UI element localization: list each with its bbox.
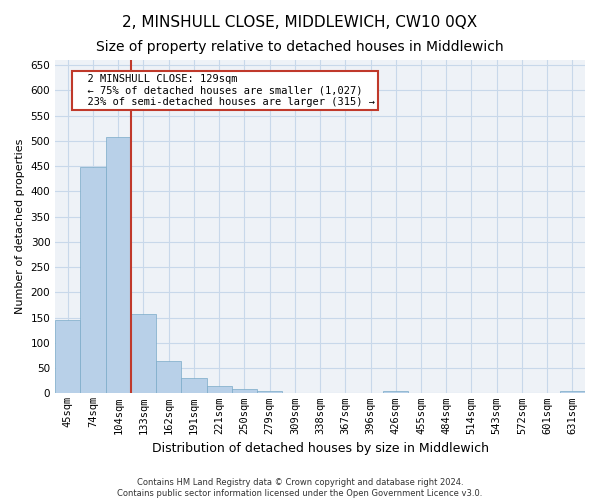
Bar: [181, 378, 206, 394]
Bar: [55, 320, 80, 394]
Bar: [232, 389, 257, 394]
Bar: [560, 391, 585, 394]
Text: 2 MINSHULL CLOSE: 129sqm
  ← 75% of detached houses are smaller (1,027)
  23% of: 2 MINSHULL CLOSE: 129sqm ← 75% of detach…: [76, 74, 376, 108]
Text: 2, MINSHULL CLOSE, MIDDLEWICH, CW10 0QX: 2, MINSHULL CLOSE, MIDDLEWICH, CW10 0QX: [122, 15, 478, 30]
Text: Contains HM Land Registry data © Crown copyright and database right 2024.
Contai: Contains HM Land Registry data © Crown c…: [118, 478, 482, 498]
Text: Size of property relative to detached houses in Middlewich: Size of property relative to detached ho…: [96, 40, 504, 54]
Bar: [80, 167, 106, 394]
Y-axis label: Number of detached properties: Number of detached properties: [15, 139, 25, 314]
Bar: [131, 314, 156, 394]
Bar: [206, 386, 232, 394]
Bar: [257, 391, 282, 394]
X-axis label: Distribution of detached houses by size in Middlewich: Distribution of detached houses by size …: [152, 442, 488, 455]
Bar: [383, 391, 409, 394]
Bar: [106, 138, 131, 394]
Bar: [156, 360, 181, 394]
